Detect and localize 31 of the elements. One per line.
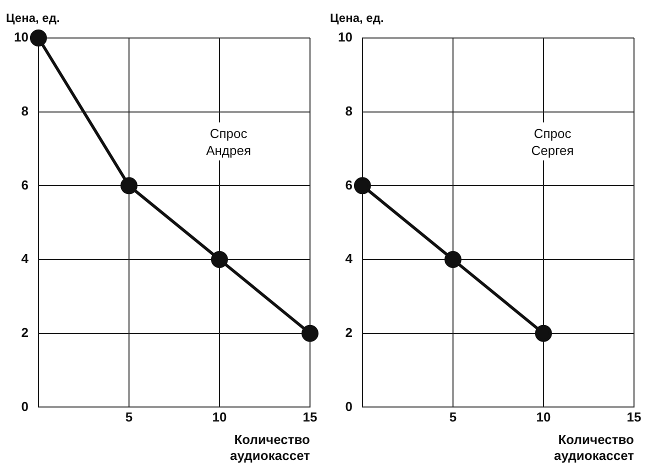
y-tick-label: 4 (345, 251, 354, 266)
y-tick-label: 0 (345, 398, 352, 414)
point (120, 177, 138, 194)
point (30, 30, 47, 46)
x-tick-label: 5 (125, 410, 133, 425)
x-tick-label: 10 (212, 410, 227, 425)
point (302, 324, 318, 342)
y-tick-label: 0 (21, 398, 28, 414)
y-tick-label: 2 (345, 324, 352, 340)
annotation: Спрос Сергея (531, 126, 574, 158)
x-tick-label: 15 (626, 410, 642, 425)
x-tick-label: 10 (536, 410, 551, 425)
annotation: Спрос Андрея (206, 126, 252, 158)
y-tick-label: 6 (345, 177, 352, 192)
x-axis-title: Количество аудиокассет (554, 432, 634, 463)
y-tick-label: 2 (21, 324, 28, 340)
x-tick-label: 5 (449, 410, 457, 425)
point (444, 251, 462, 268)
y-tick-label: 8 (21, 103, 28, 118)
y-tick-label: 6 (21, 177, 28, 192)
y-tick-label: 8 (345, 103, 352, 118)
y-tick-label: 10 (338, 30, 352, 45)
x-tick-label: 15 (302, 410, 318, 425)
point (354, 177, 371, 194)
y-axis-title: Цена, ед. (330, 11, 384, 25)
x-axis-title: Количество аудиокассет (230, 432, 310, 463)
y-tick-label: 10 (14, 30, 28, 45)
y-tick-label: 4 (21, 251, 30, 266)
y-axis-title: Цена, ед. (6, 11, 60, 25)
point (210, 251, 228, 268)
point (534, 324, 552, 342)
